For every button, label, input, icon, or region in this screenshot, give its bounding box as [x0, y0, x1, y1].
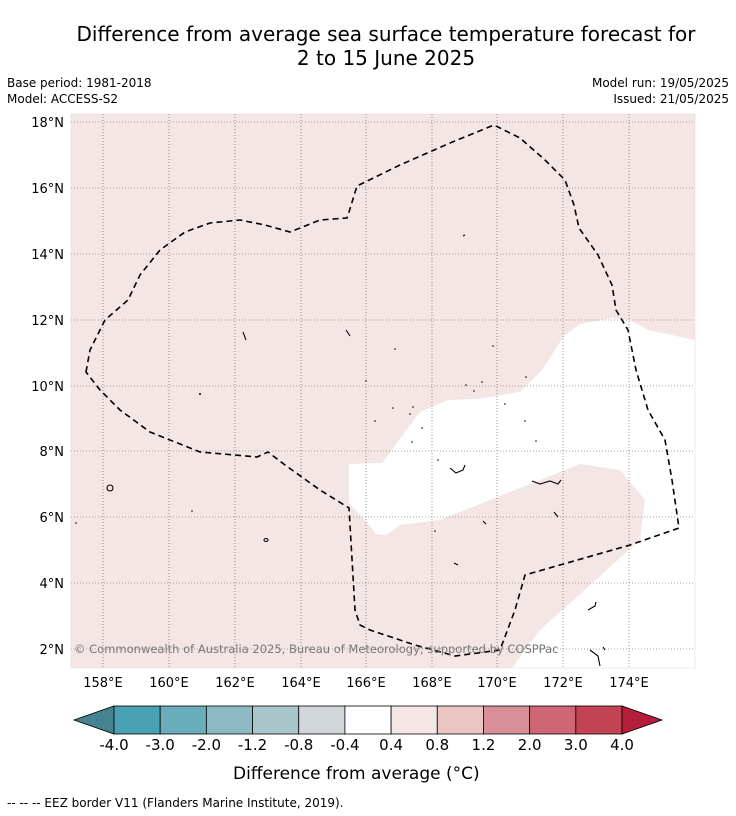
colorbar-tick-label: 4.0 — [610, 736, 634, 754]
lat-label: 10°N — [31, 380, 64, 395]
map-title: Difference from average sea surface temp… — [0, 22, 736, 70]
colorbar-bin — [252, 705, 300, 735]
lon-label: 160°E — [149, 676, 189, 691]
meta-right: Model run: 19/05/2025 Issued: 21/05/2025 — [592, 75, 729, 107]
model-run: Model run: 19/05/2025 — [591, 76, 729, 90]
colorbar-bin — [344, 705, 392, 735]
meta-left: Base period: 1981-2018 Model: ACCESS-S2 — [7, 75, 152, 107]
colorbar-tick-label: -4.0 — [99, 736, 129, 754]
colorbar-tick-label: -0.4 — [330, 736, 360, 754]
colorbar-tick-label: 1.2 — [471, 736, 496, 754]
colorbar-tick-label: 0.8 — [425, 736, 450, 754]
tiny-islets — [75, 345, 537, 532]
base-period: Base period: 1981-2018 — [7, 76, 152, 90]
islands — [106, 234, 606, 667]
lat-label: 18°N — [31, 116, 64, 131]
lat-label: 16°N — [31, 182, 64, 197]
colorbar-bin — [483, 705, 531, 735]
colorbar-tick-label: -2.0 — [191, 736, 221, 754]
longitude-labels: 158°E 160°E 162°E 164°E 166°E 168°E 170°… — [83, 676, 649, 691]
colorbar-tick-label: -1.2 — [237, 736, 268, 754]
gridlines — [71, 114, 695, 668]
colorbar-tick-label: -3.0 — [145, 736, 175, 754]
lat-label: 6°N — [40, 511, 65, 526]
colorbar-tick-label: 3.0 — [563, 736, 588, 754]
lon-label: 166°E — [346, 676, 386, 691]
lat-label: 4°N — [40, 577, 65, 592]
title-line-1: Difference from average sea surface temp… — [76, 22, 696, 46]
lat-label: 12°N — [31, 314, 64, 329]
colorbar-bin — [575, 705, 623, 735]
lon-label: 172°E — [543, 676, 583, 691]
lat-label: 8°N — [40, 445, 65, 460]
issued-date: Issued: 21/05/2025 — [613, 92, 729, 106]
colorbar-bin — [298, 705, 346, 735]
lon-label: 168°E — [412, 676, 452, 691]
copyright-text: © Commonwealth of Australia 2025, Bureau… — [74, 642, 558, 656]
lon-label: 162°E — [215, 676, 255, 691]
colorbar-extend-high — [621, 705, 664, 735]
lon-label: 164°E — [281, 676, 321, 691]
eez-border — [85, 124, 680, 657]
colorbar-bin — [159, 705, 207, 735]
eez-legend-footer: -- -- -- EEZ border V11 (Flanders Marine… — [7, 796, 344, 810]
colorbar-tick-label: 0.4 — [379, 736, 404, 754]
lat-label: 14°N — [31, 248, 64, 263]
map-frame — [70, 113, 696, 669]
lat-label: 2°N — [40, 643, 65, 658]
colorbar-bin — [113, 705, 161, 735]
lon-label: 158°E — [83, 676, 123, 691]
colorbar-bin — [529, 705, 577, 735]
neutral-anomaly-region — [349, 318, 695, 668]
colorbar-bin — [436, 705, 484, 735]
colorbar-title: Difference from average (°C) — [233, 764, 480, 784]
colorbar — [72, 705, 664, 735]
lon-label: 170°E — [477, 676, 517, 691]
colorbar-tick-label: -0.8 — [284, 736, 314, 754]
model-name: Model: ACCESS-S2 — [7, 92, 119, 106]
lon-label: 174°E — [609, 676, 649, 691]
colorbar-extend-low — [72, 705, 115, 735]
colorbar-bin — [205, 705, 253, 735]
latitude-labels: 2°N 4°N 6°N 8°N 10°N 12°N 14°N 16°N 18°N — [31, 116, 64, 658]
title-line-2: 2 to 15 June 2025 — [296, 46, 476, 70]
colorbar-bin — [390, 705, 438, 735]
colorbar-tick-label: 2.0 — [517, 736, 542, 754]
